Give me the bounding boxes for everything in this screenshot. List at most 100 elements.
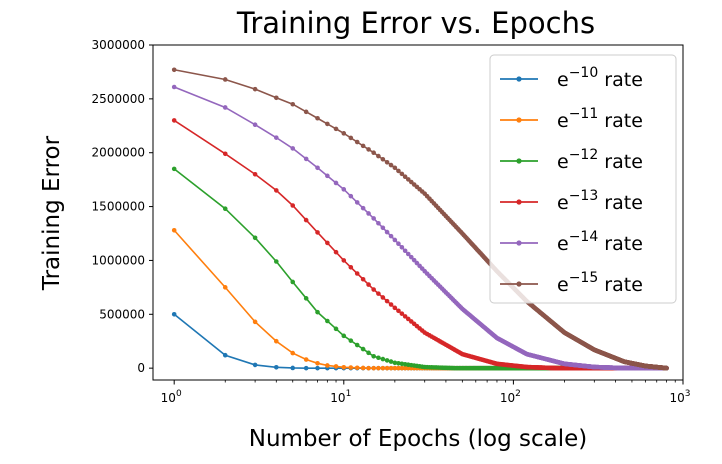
data-point: [392, 365, 398, 371]
data-point: [348, 135, 354, 141]
data-point: [396, 360, 401, 366]
data-point: [371, 365, 376, 371]
y-tick-label: 1500000: [92, 200, 145, 214]
data-point: [380, 295, 386, 300]
data-point: [371, 150, 376, 156]
data-point: [376, 355, 381, 361]
data-point: [252, 122, 258, 128]
data-point: [402, 314, 408, 319]
data-point: [341, 333, 347, 339]
data-point: [315, 309, 320, 315]
x-tick-label: 100: [161, 389, 182, 405]
data-point: [392, 360, 398, 366]
data-point: [315, 115, 320, 121]
data-point: [274, 338, 279, 344]
data-point: [222, 285, 228, 290]
data-point: [171, 227, 177, 233]
series-line: [173, 313, 667, 369]
data-point: [290, 203, 296, 208]
data-point: [354, 139, 360, 145]
x-tick-label: 102: [500, 389, 521, 405]
data-point: [354, 271, 360, 276]
y-tick-label: 2500000: [92, 92, 145, 106]
data-point: [399, 245, 405, 250]
data-point: [411, 257, 417, 263]
x-axis-label: Number of Epochs (log scale): [249, 426, 588, 452]
data-point: [171, 166, 177, 172]
data-point: [399, 365, 405, 371]
x-tick-label: 103: [669, 389, 690, 405]
data-point: [371, 354, 376, 359]
data-point: [333, 126, 339, 132]
data-point: [303, 156, 309, 162]
data-point: [392, 237, 398, 243]
data-point: [405, 251, 411, 257]
data-point: [354, 365, 360, 371]
legend-item: e−12 rate: [500, 147, 643, 173]
plot-frame: [152, 44, 684, 381]
data-point: [171, 311, 177, 317]
data-point: [341, 258, 347, 263]
legend-box: [489, 54, 677, 304]
data-point: [222, 77, 228, 82]
legend-label: e−12 rate: [557, 147, 643, 173]
data-point: [408, 254, 414, 260]
y-tick-label: 500000: [99, 307, 145, 321]
data-point: [303, 365, 309, 371]
data-point: [384, 298, 390, 304]
data-point: [333, 249, 339, 255]
data-point: [348, 338, 354, 343]
data-point: [222, 105, 228, 110]
data-point: [252, 86, 258, 92]
data-point: [366, 147, 371, 152]
data-point: [396, 168, 401, 174]
data-point: [388, 302, 394, 307]
data-point: [664, 365, 669, 371]
data-point: [303, 109, 309, 115]
data-point: [341, 131, 347, 136]
data-point: [366, 211, 371, 216]
legend-marker: [516, 158, 522, 164]
data-point: [303, 357, 309, 362]
data-point: [384, 365, 390, 371]
data-point: [315, 365, 320, 371]
data-point: [222, 206, 228, 212]
series-layer: [171, 67, 669, 371]
data-point: [376, 220, 381, 226]
data-point: [392, 165, 398, 171]
series-6: [171, 67, 669, 371]
data-point: [360, 205, 366, 211]
data-point: [222, 352, 228, 358]
data-point: [360, 365, 366, 371]
data-point: [315, 165, 320, 171]
data-point: [315, 361, 320, 366]
data-point: [354, 342, 360, 348]
legend-marker: [516, 199, 522, 205]
data-point: [348, 193, 354, 199]
data-point: [252, 171, 258, 177]
data-point: [315, 230, 320, 235]
data-point: [348, 264, 354, 270]
data-point: [402, 174, 408, 180]
x-tick-label: 101: [330, 389, 351, 405]
data-point: [371, 216, 376, 221]
x-axis-ticks: 100 101 102 103: [161, 380, 691, 405]
data-point: [274, 135, 279, 140]
y-tick-label: 1000000: [92, 253, 145, 267]
data-point: [399, 171, 405, 177]
data-point: [341, 187, 347, 192]
data-point: [396, 241, 401, 247]
data-point: [252, 235, 258, 241]
data-point: [360, 143, 366, 149]
y-tick-label: 2000000: [92, 146, 145, 160]
data-point: [388, 162, 394, 168]
data-point: [376, 153, 381, 159]
legend-marker: [516, 240, 522, 246]
data-point: [380, 365, 386, 371]
data-point: [376, 365, 381, 371]
data-point: [376, 291, 381, 296]
data-point: [396, 365, 401, 371]
data-point: [274, 259, 279, 264]
